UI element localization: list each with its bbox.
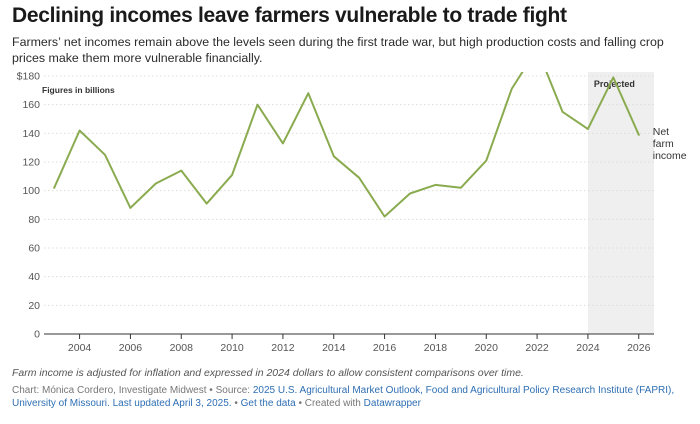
projected-band — [587, 72, 654, 334]
y-tick-label: 140 — [22, 128, 40, 140]
y-tick-label: $180 — [17, 72, 41, 83]
data-point — [128, 205, 133, 210]
projected-label: Projected — [594, 79, 635, 89]
source-link[interactable]: 2025 U.S. Agricultural Market Outlook, F… — [12, 385, 675, 409]
x-tick-label: 2024 — [576, 342, 600, 354]
data-point — [382, 214, 387, 219]
data-point — [357, 175, 362, 180]
x-tick-label: 2020 — [475, 342, 499, 354]
data-point — [509, 86, 514, 91]
data-point — [52, 185, 57, 190]
chart-title: Declining incomes leave farmers vulnerab… — [12, 4, 567, 27]
y-tick-label: 120 — [22, 157, 40, 169]
x-tick-label: 2006 — [119, 342, 143, 354]
y-tick-label: 40 — [28, 271, 40, 283]
x-tick-label: 2022 — [525, 342, 549, 354]
y-axis-label: Figures in billions — [42, 85, 115, 95]
net-farm-income-line — [53, 72, 640, 218]
x-tick-label: 2016 — [373, 342, 397, 354]
data-point — [408, 191, 413, 196]
y-tick-label: 60 — [28, 243, 40, 255]
x-tick-label: 2004 — [68, 342, 92, 354]
x-tick-label: 2012 — [271, 342, 295, 354]
chart-subtitle: Farmers’ net incomes remain above the le… — [12, 35, 664, 65]
series-label-line: farm — [653, 138, 674, 150]
data-point — [331, 154, 336, 159]
footer-created-with: • Created with — [295, 398, 364, 409]
line-chart: Projected 0 20 40 60 80 100 120 140 160 $180Figure… — [17, 72, 687, 354]
y-tick-label: 0 — [34, 329, 40, 341]
data-point — [179, 168, 184, 173]
data-point — [255, 102, 260, 107]
data-point — [103, 152, 108, 157]
data-point — [306, 91, 311, 96]
y-tick-label: 160 — [22, 99, 40, 111]
footer-credit: Chart: Mónica Cordero, Investigate Midwe… — [12, 385, 253, 396]
data-point — [585, 127, 590, 132]
data-point — [77, 128, 82, 133]
data-point — [204, 201, 209, 206]
x-tick-label: 2014 — [322, 342, 346, 354]
datawrapper-link[interactable]: Datawrapper — [363, 398, 421, 409]
x-tick-label: 2026 — [627, 342, 651, 354]
data-point — [636, 132, 641, 137]
x-tick-label: 2018 — [424, 342, 448, 354]
y-tick-label: 100 — [22, 185, 40, 197]
chart-footer: Chart: Mónica Cordero, Investigate Midwe… — [12, 384, 692, 410]
data-point — [230, 172, 235, 177]
x-tick-label: 2010 — [220, 342, 244, 354]
chart-note: Farm income is adjusted for inflation an… — [12, 367, 524, 379]
y-tick-label: 80 — [28, 214, 40, 226]
data-point — [560, 109, 565, 114]
x-tick-label: 2008 — [170, 342, 194, 354]
data-point — [280, 141, 285, 146]
data-point — [611, 75, 616, 80]
y-tick-label: 20 — [28, 300, 40, 312]
data-point — [433, 182, 438, 187]
data-point — [153, 181, 158, 186]
footer-separator: • — [231, 398, 241, 409]
series-label-line: income — [653, 150, 687, 162]
data-point — [484, 158, 489, 163]
get-data-link[interactable]: Get the data — [240, 398, 296, 409]
data-point — [458, 185, 463, 190]
series-label-line: Net — [653, 126, 669, 138]
